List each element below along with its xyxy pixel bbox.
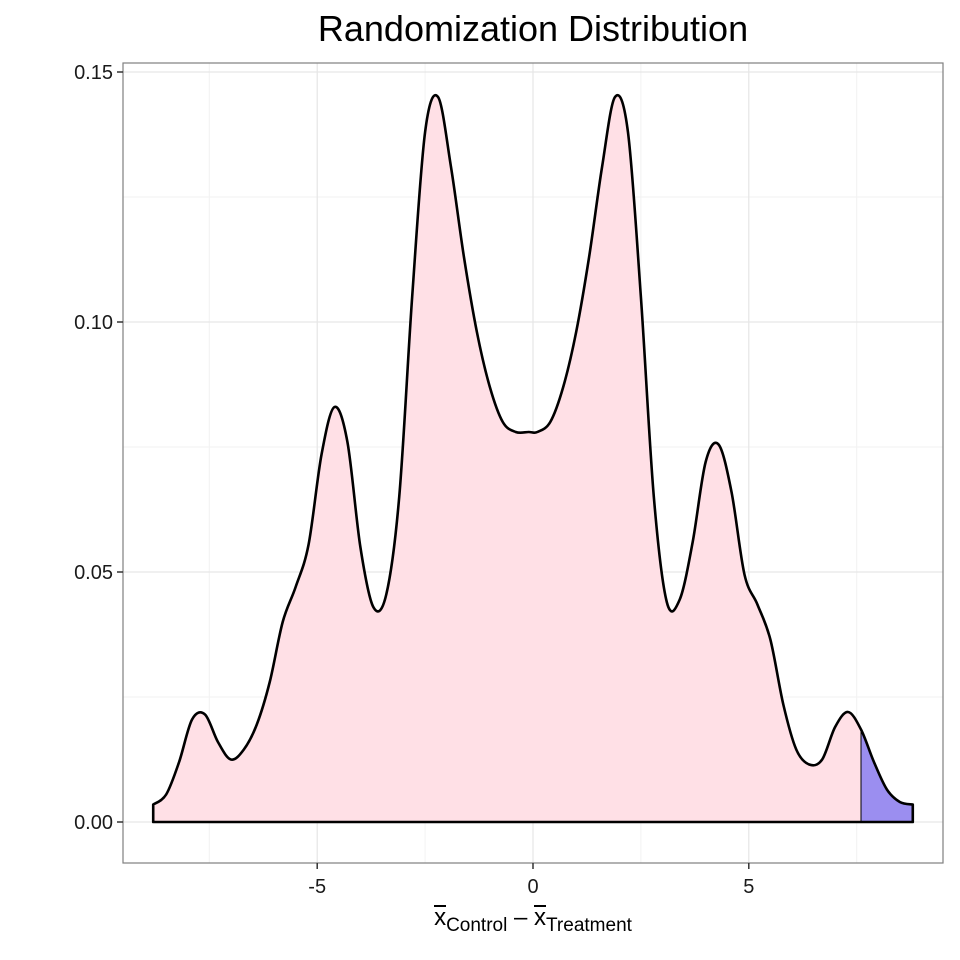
x-tick-label: -5 [308, 876, 326, 898]
subscript-treatment: Treatment [546, 915, 632, 936]
y-tick-label: 0.00 [74, 812, 113, 834]
x-axis: -5 0 5 [308, 863, 754, 898]
x-tick-label: 5 [743, 876, 754, 898]
density-line [151, 94, 915, 824]
y-tick-label: 0.15 [74, 62, 113, 84]
x-bar-control: x [434, 904, 447, 931]
chart-title: Randomization Distribution [317, 8, 749, 49]
x-bar-treatment: x [534, 904, 547, 931]
x-tick-label: 0 [527, 876, 538, 898]
y-tick-label: 0.05 [74, 562, 113, 584]
y-axis: 0.00 0.05 0.10 0.15 [74, 62, 123, 834]
subscript-control: Control [446, 915, 508, 936]
x-axis-label: xControl – xTreatment [123, 904, 943, 937]
tail-area [861, 729, 913, 822]
minus-operator: – [514, 904, 528, 931]
y-tick-label: 0.10 [74, 312, 113, 334]
density-area [153, 95, 913, 822]
